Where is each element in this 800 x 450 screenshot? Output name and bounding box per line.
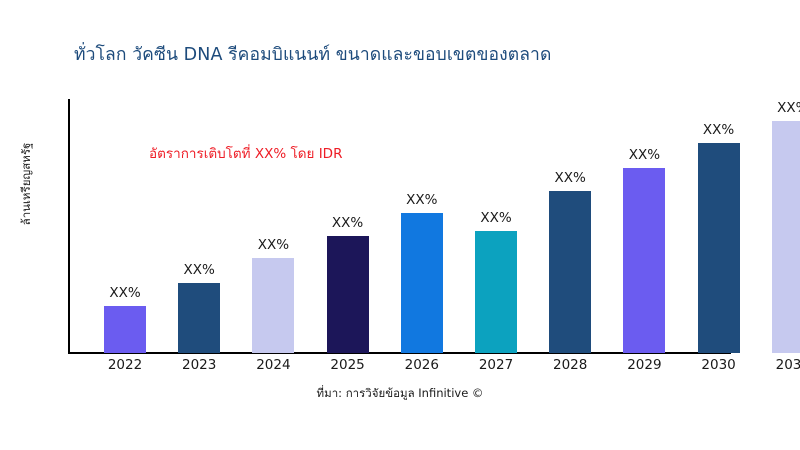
x-axis-line (68, 352, 731, 354)
bar-2026[interactable]: XX% (400, 192, 443, 353)
bar-2027[interactable]: XX% (475, 210, 517, 353)
plot-area: XX% XX% XX% XX% XX% XX% XX% XX% XX% XX% (68, 99, 800, 353)
bar-value-label-2030: XX% (702, 122, 735, 138)
bar-rect-2029[interactable] (623, 168, 666, 353)
bar-value-label-2026: XX% (406, 192, 438, 208)
bar-2023[interactable]: XX% (178, 262, 221, 353)
x-tick-2023: 2023 (182, 357, 217, 373)
x-tick-2026: 2026 (404, 357, 439, 373)
x-tick-2029: 2029 (627, 357, 662, 373)
bar-value-label-2031: XX% (777, 100, 800, 116)
x-tick-2024: 2024 (256, 357, 291, 373)
bar-value-label-2028: XX% (554, 170, 586, 186)
bar-value-label-2027: XX% (480, 210, 512, 226)
chart-title: ทั่วโลก วัคซีน DNA รีคอมบิแนนท์ ขนาดและข… (74, 45, 552, 65)
bar-value-label-2025: XX% (331, 215, 364, 231)
bar-2022[interactable]: XX% (104, 285, 146, 353)
bar-rect-2030[interactable] (697, 143, 740, 353)
bar-rect-2028[interactable] (549, 191, 592, 353)
bar-rect-2025[interactable] (326, 236, 369, 353)
bar-rect-2027[interactable] (475, 231, 517, 353)
y-axis-label: ล้านเหรียญสหรัฐ (19, 142, 33, 226)
bar-rect-2026[interactable] (400, 213, 443, 353)
bar-2025[interactable]: XX% (326, 215, 369, 353)
x-tick-2025: 2025 (330, 357, 365, 373)
bar-rect-2031[interactable] (771, 121, 800, 353)
growth-rate-annotation: อัตราการเติบโตที่ XX% โดย IDR (149, 146, 343, 162)
bar-2030[interactable]: XX% (697, 122, 740, 353)
x-tick-2022: 2022 (107, 357, 143, 373)
bar-rect-2022[interactable] (104, 306, 146, 353)
x-tick-2031: 2031 (775, 357, 800, 373)
x-tick-2028: 2028 (553, 357, 588, 373)
bar-2031[interactable]: XX% (771, 100, 800, 353)
bar-2028[interactable]: XX% (549, 170, 592, 353)
x-tick-2027: 2027 (478, 357, 514, 373)
source-note: ที่มา: การวิจัยข้อมูล Infinitive © (316, 386, 484, 400)
x-axis-tick-labels: 2022 2023 2024 2025 2026 2027 2028 2029 2030 2031 (68, 357, 800, 379)
bar-value-label-2024: XX% (257, 237, 290, 253)
bar-value-label-2022: XX% (109, 285, 141, 301)
bar-value-label-2023: XX% (183, 262, 215, 278)
bar-rect-2023[interactable] (178, 283, 221, 353)
bar-2024[interactable]: XX% (252, 237, 295, 353)
bar-value-label-2029: XX% (628, 147, 661, 163)
bar-rect-2024[interactable] (252, 258, 295, 353)
x-tick-2030: 2030 (701, 357, 736, 373)
y-axis-line (68, 99, 70, 353)
bar-2029[interactable]: XX% (623, 147, 666, 353)
